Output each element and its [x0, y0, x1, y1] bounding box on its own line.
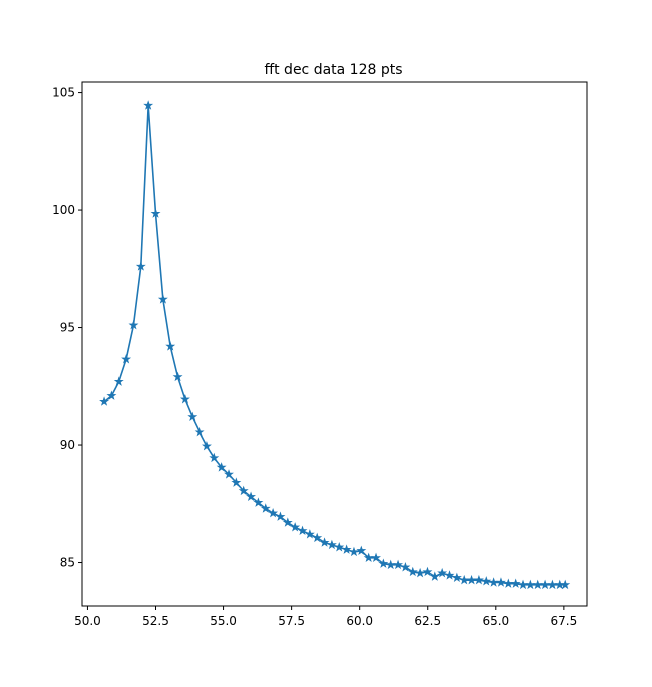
- data-point-star: [143, 100, 154, 110]
- y-tick-label: 105: [52, 86, 75, 100]
- data-point-star: [150, 208, 161, 218]
- y-tick-label: 95: [60, 321, 75, 335]
- data-point-star: [172, 371, 183, 382]
- data-point-star: [106, 390, 117, 400]
- data-point-star: [503, 578, 514, 588]
- chart-title: fft dec data 128 pts: [264, 62, 402, 78]
- y-tick-label: 85: [60, 556, 75, 570]
- data-point-star: [282, 517, 293, 527]
- data-point-star: [165, 341, 176, 351]
- data-point-star: [99, 396, 110, 406]
- data-point-star: [224, 469, 234, 479]
- data-point-star: [473, 574, 484, 585]
- x-tick-label: 57.5: [278, 614, 305, 628]
- x-tick-label: 52.5: [142, 614, 169, 628]
- data-point-star: [378, 558, 389, 568]
- data-point-star: [481, 576, 492, 586]
- data-point-star: [400, 562, 411, 572]
- data-point-star: [341, 544, 352, 554]
- data-point-star: [326, 539, 337, 550]
- data-point-star: [238, 485, 249, 496]
- data-point-star: [128, 319, 139, 330]
- x-tick-label: 67.5: [551, 614, 578, 628]
- axis-ticks: 50.0 52.5 55.0 57.5 60.0 62.5 65.0 67.5 85 90 95 10…: [52, 86, 577, 628]
- plot-area-frame: [81, 81, 588, 607]
- data-point-star: [334, 542, 345, 552]
- data-point-star: [209, 452, 220, 463]
- x-tick-label: 50.0: [74, 614, 101, 628]
- data-point-star: [231, 477, 242, 487]
- data-point-star: [385, 559, 396, 570]
- data-point-star: [135, 261, 146, 271]
- x-tick-label: 55.0: [210, 614, 237, 628]
- data-point-star: [532, 579, 543, 590]
- data-point-star: [407, 566, 418, 577]
- data-point-star: [121, 354, 132, 364]
- x-tick-label: 62.5: [414, 614, 441, 628]
- data-point-star: [157, 294, 168, 304]
- data-point-star: [560, 579, 571, 590]
- data-point-star: [451, 572, 462, 583]
- data-point-star: [415, 567, 426, 578]
- x-tick-label: 65.0: [482, 614, 509, 628]
- data-point-star: [356, 545, 367, 556]
- data-point-star: [393, 559, 404, 570]
- data-point-star: [179, 394, 190, 404]
- data-point-star: [304, 529, 315, 539]
- data-point-star: [297, 525, 308, 536]
- data-point-star: [444, 570, 455, 580]
- data-point-star: [187, 411, 198, 422]
- data-point-star: [260, 503, 271, 513]
- data-point-star: [290, 522, 301, 532]
- data-point-star: [547, 579, 558, 590]
- data-point-star: [437, 567, 448, 578]
- data-point-star: [496, 577, 506, 587]
- data-point-star: [253, 497, 264, 507]
- data-point-star: [510, 578, 521, 588]
- data-point-star: [466, 574, 477, 585]
- data-point-star: [525, 579, 536, 590]
- data-point-star: [540, 579, 551, 590]
- data-point-star: [349, 546, 359, 557]
- series-group: [99, 100, 571, 590]
- y-tick-label: 100: [52, 203, 75, 217]
- data-point-star: [312, 532, 323, 543]
- data-point-star: [275, 511, 286, 521]
- data-point-star: [459, 574, 470, 585]
- data-point-star: [488, 577, 499, 587]
- data-point-star: [429, 571, 440, 581]
- data-point-star: [518, 579, 528, 590]
- data-point-star: [268, 507, 279, 518]
- data-point-star: [422, 566, 433, 577]
- y-tick-label: 90: [60, 438, 75, 452]
- data-point-star: [202, 441, 212, 451]
- data-point-star: [216, 462, 227, 472]
- x-tick-label: 60.0: [346, 614, 373, 628]
- data-point-star: [194, 426, 205, 437]
- data-point-star: [246, 491, 257, 501]
- data-point-star: [113, 376, 124, 386]
- data-point-star: [319, 537, 330, 547]
- data-point-star: [371, 552, 381, 563]
